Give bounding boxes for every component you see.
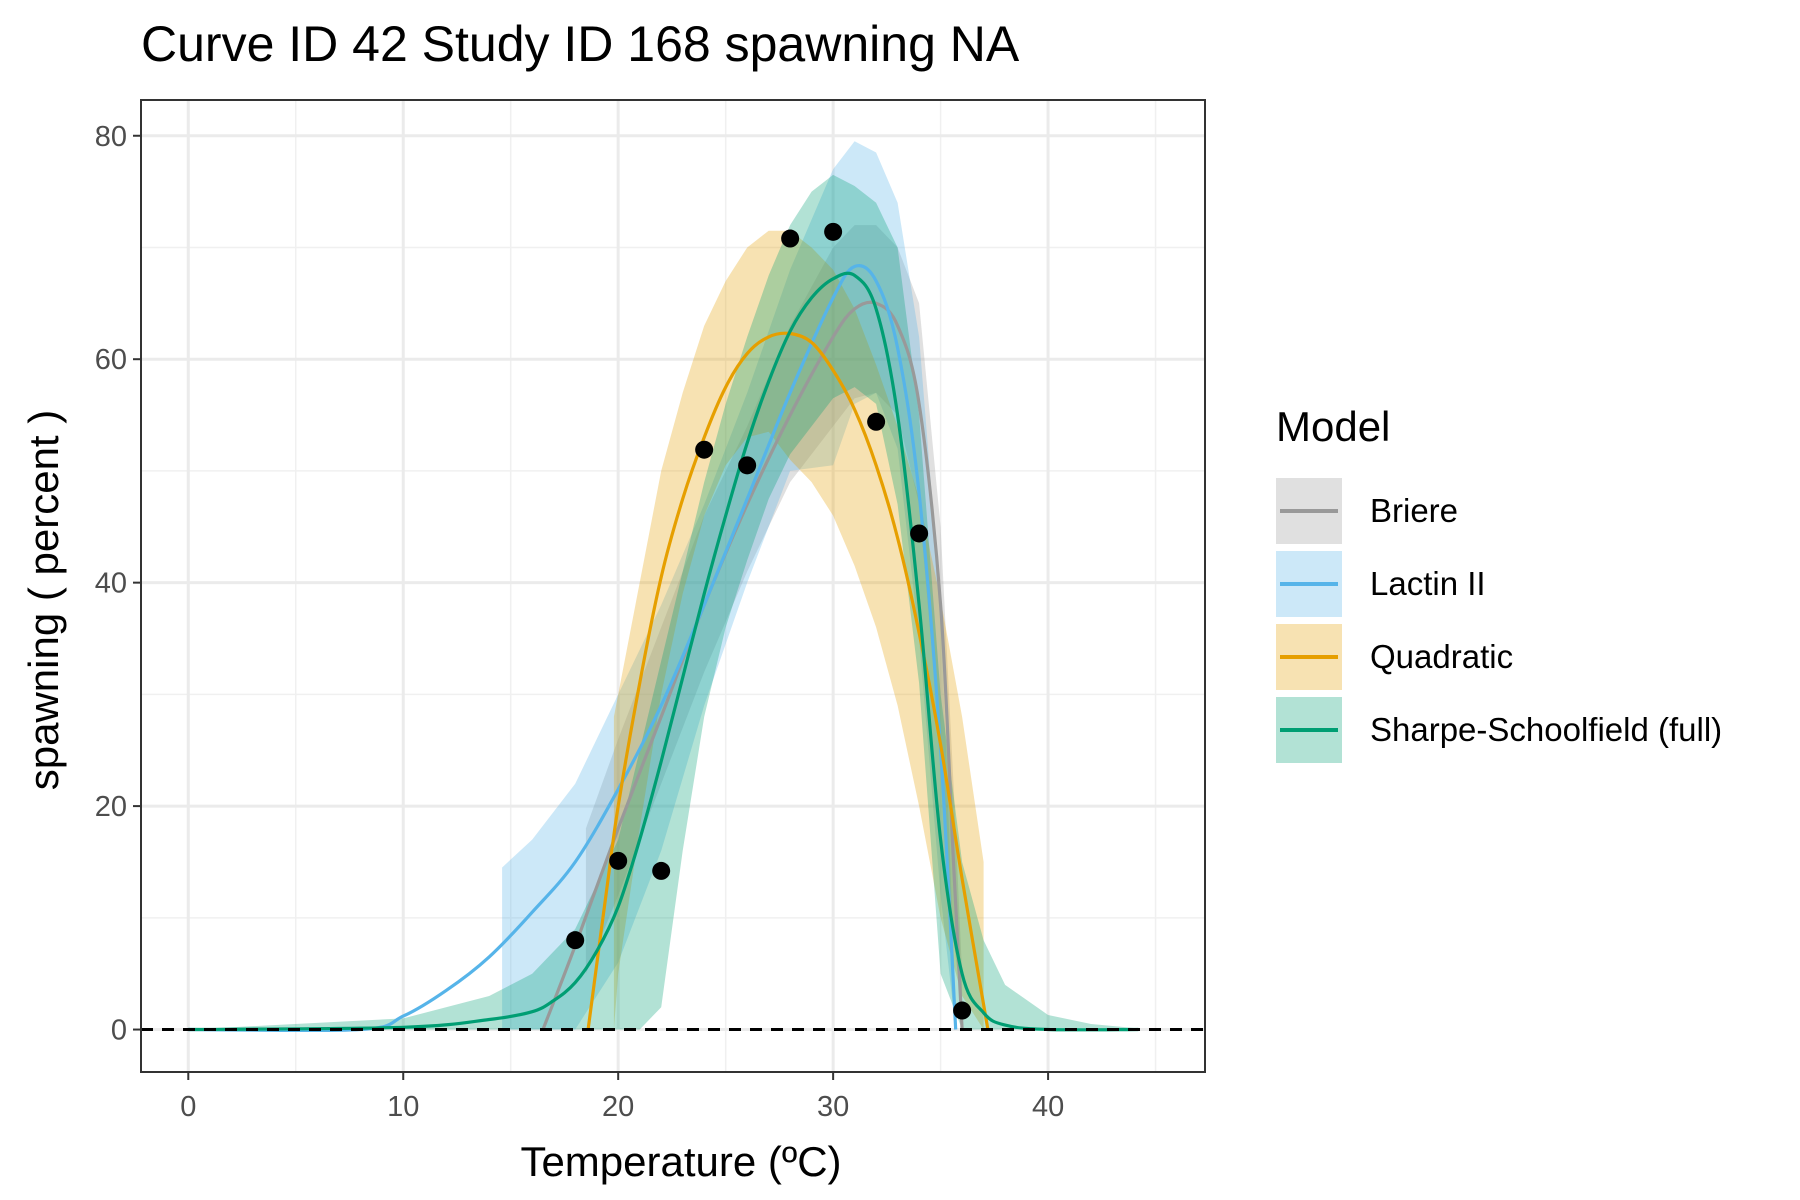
y-tick-label: 20	[95, 791, 127, 823]
legend-item: Lactin II	[1276, 547, 1786, 620]
band-sharpe-schoolfield-full-	[188, 174, 1139, 1030]
legend-label: Quadratic	[1370, 637, 1514, 675]
axis-ticks: 0 10 20 30 40 0 20 40 60 80	[95, 121, 1064, 1123]
y-tick-label: 40	[95, 568, 127, 600]
data-point	[566, 931, 585, 950]
observed-points	[566, 222, 972, 1020]
legend-label: Lactin II	[1370, 564, 1486, 602]
legend-item: Quadratic	[1276, 620, 1786, 693]
data-point	[738, 456, 757, 475]
data-point	[652, 861, 671, 880]
curve-lactin-ii	[188, 264, 958, 1033]
legend-item: Sharpe-Schoolfield (full)	[1276, 693, 1786, 766]
x-tick-label: 30	[817, 1091, 849, 1123]
band-lactin-ii	[502, 141, 956, 1030]
legend-item: Briere	[1276, 474, 1786, 547]
band-briere	[585, 225, 963, 1008]
grid-lines	[141, 100, 1205, 1072]
legend: Model Briere Lactin II Quadratic Sharpe-Sch…	[1276, 402, 1786, 766]
legend-label: Sharpe-Schoolfield (full)	[1370, 710, 1723, 748]
curve-sharpe-schoolfield-full-	[188, 271, 1139, 1032]
x-tick-label: 0	[180, 1091, 196, 1123]
legend-items: Briere Lactin II Quadratic Sharpe-Schoolfie…	[1276, 474, 1786, 766]
y-tick-label: 0	[111, 1015, 127, 1047]
x-axis-label: Temperature (ºC)	[520, 1138, 841, 1185]
data-point	[824, 222, 843, 241]
legend-key	[1276, 696, 1342, 763]
x-tick-label: 20	[602, 1091, 634, 1123]
x-tick-label: 40	[1032, 1091, 1064, 1123]
curve-briere	[541, 300, 964, 1031]
data-point	[609, 851, 628, 870]
data-point	[695, 440, 714, 459]
data-point	[781, 229, 800, 248]
x-tick-label: 10	[387, 1091, 419, 1123]
panel-border	[140, 99, 1206, 1073]
legend-key	[1276, 623, 1342, 690]
data-point	[910, 524, 929, 543]
panel-background	[141, 100, 1205, 1072]
y-tick-label: 80	[95, 121, 127, 153]
legend-key	[1276, 550, 1342, 617]
data-point	[867, 412, 886, 431]
model-curves	[188, 264, 1139, 1033]
legend-key	[1276, 477, 1342, 544]
legend-label: Briere	[1370, 491, 1459, 529]
curve-quadratic	[586, 331, 990, 1030]
data-point	[953, 1001, 972, 1020]
legend-title: Model	[1276, 403, 1391, 450]
chart-title: Curve ID 42 Study ID 168 spawning NA	[141, 16, 1020, 72]
y-axis-label: spawning ( percent )	[20, 410, 67, 791]
y-tick-label: 60	[95, 344, 127, 376]
